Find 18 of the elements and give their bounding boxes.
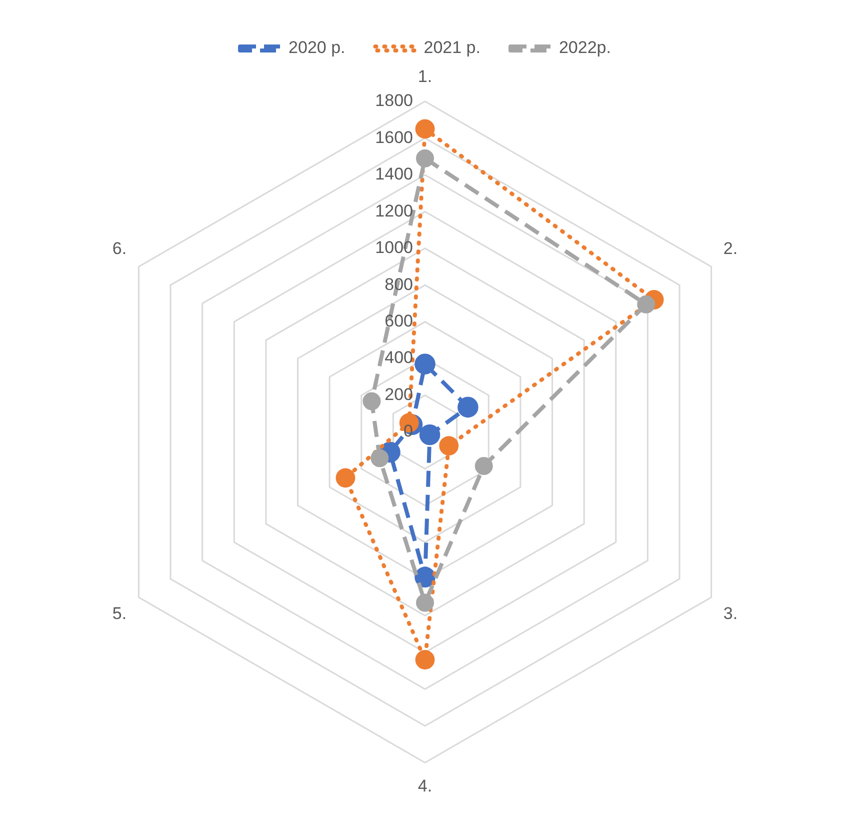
- y-tick-label: 1600: [375, 128, 413, 147]
- y-tick-label: 400: [384, 348, 413, 368]
- y-tick-label: 600: [384, 311, 413, 330]
- legend-label: 2022р.: [558, 38, 611, 58]
- legend-label: 2020 р.: [288, 38, 346, 58]
- y-tick-label: 1200: [375, 201, 413, 220]
- y-tick-label: 1800: [375, 91, 413, 110]
- spoke-label: 2.: [723, 239, 738, 258]
- spoke-label: 1.: [418, 66, 432, 86]
- y-tick-label: 1400: [375, 164, 413, 184]
- spoke-label: 4.: [418, 776, 432, 796]
- y-tick-label: 1000: [375, 238, 413, 258]
- spoke-label: 3.: [723, 604, 738, 624]
- y-tick-label: 800: [384, 274, 413, 294]
- legend-label: 2021 р.: [424, 38, 480, 58]
- spoke-label: 5.: [112, 604, 127, 624]
- y-tick-label: 200: [384, 384, 413, 404]
- spoke-label: 6.: [112, 239, 127, 258]
